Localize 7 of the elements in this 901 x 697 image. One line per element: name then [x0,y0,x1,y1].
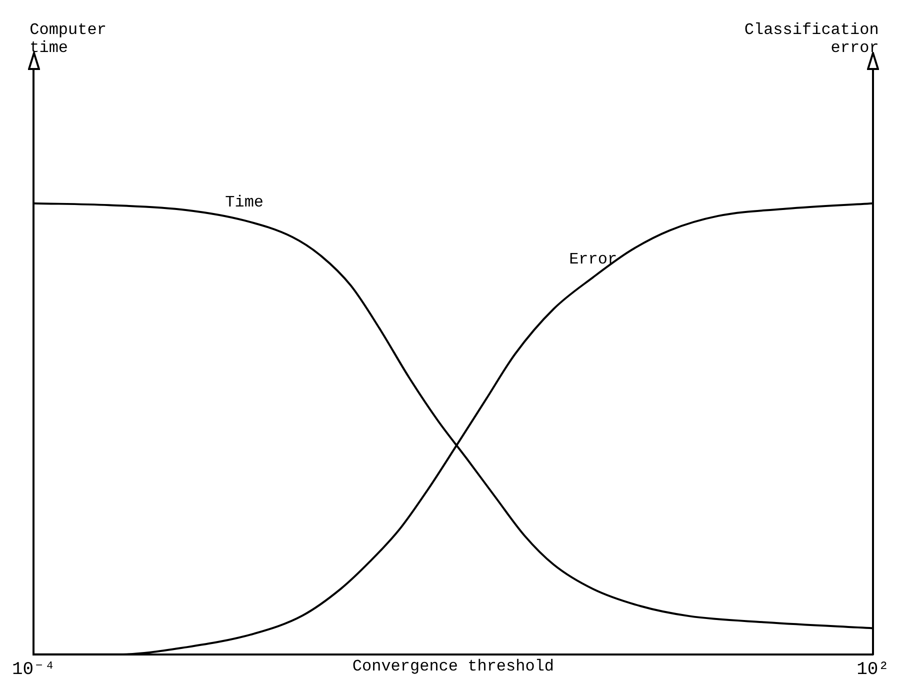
text: Computer time [30,21,106,58]
x-axis-title: Convergence threshold [352,658,554,676]
series-label: Error [569,250,618,269]
x-tick-label: 10² [856,660,889,680]
x-tick-label: 10⁻⁴ [12,660,56,680]
text: Classification error [744,21,879,58]
series-label: Time [225,194,264,212]
